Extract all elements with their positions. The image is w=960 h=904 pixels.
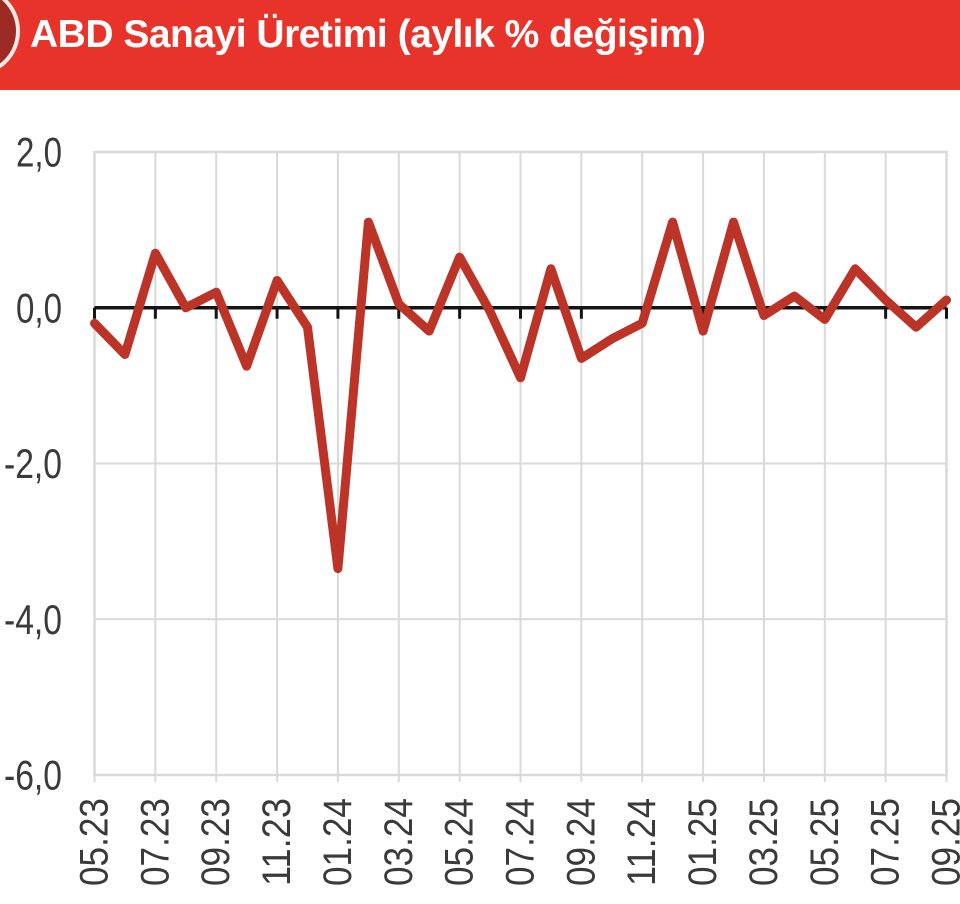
x-axis-tick-label: 01.24 <box>316 798 360 886</box>
x-axis-tick-label: 07.25 <box>864 798 908 886</box>
x-axis-tick-label: 05.24 <box>438 798 482 886</box>
y-axis-tick-label: 2,0 <box>16 129 62 176</box>
y-axis-tick-label: -6,0 <box>4 752 62 799</box>
x-axis-tick-label: 09.23 <box>194 798 238 886</box>
x-axis-tick-label: 09.25 <box>925 798 960 886</box>
header-banner: ABD Sanayi Üretimi (aylık % değişim) <box>0 0 960 90</box>
x-axis-tick-label: 07.23 <box>133 798 177 886</box>
plot-border <box>93 150 948 777</box>
x-axis-tick-label: 11.24 <box>620 798 664 886</box>
y-axis-tick-label: -4,0 <box>4 596 62 643</box>
x-axis-tick-label: 05.23 <box>73 798 117 886</box>
x-axis-tick-label: 05.25 <box>803 798 847 886</box>
y-axis-tick-label: 0,0 <box>16 284 62 331</box>
x-axis-tick-label: 03.25 <box>742 798 786 886</box>
x-axis-tick-label: 11.23 <box>255 798 299 886</box>
data-line-series <box>90 217 951 574</box>
x-axis-tick-label: 07.24 <box>499 798 543 886</box>
x-axis-tick-label: 03.24 <box>377 798 421 886</box>
page-title: ABD Sanayi Üretimi (aylık % değişim) <box>30 13 706 56</box>
y-axis-tick-label: -2,0 <box>4 440 62 487</box>
x-axis-tick-label: 09.24 <box>559 798 603 886</box>
x-axis-tick-label: 01.25 <box>681 798 725 886</box>
